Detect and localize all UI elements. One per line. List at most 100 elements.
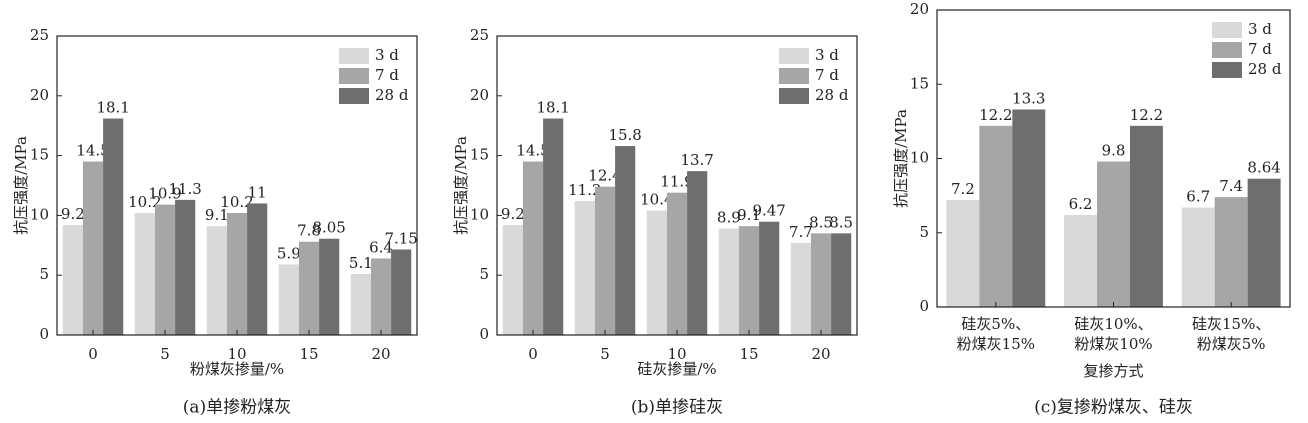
bar <box>759 221 780 335</box>
x-tick-label: 10 <box>667 345 686 363</box>
bar <box>1097 161 1130 307</box>
y-tick-label: 20 <box>910 0 929 18</box>
data-label: 6.7 <box>1186 188 1210 206</box>
data-label: 18.1 <box>96 99 129 117</box>
bar <box>226 213 248 335</box>
data-label: 11.3 <box>168 180 201 198</box>
x-axis-label: 粉煤灰掺量/% <box>190 360 284 378</box>
data-label: 13.7 <box>680 151 713 169</box>
y-tick-label: 20 <box>30 86 49 104</box>
bar <box>687 171 708 335</box>
caption: (a)单掺粉煤灰 <box>183 398 291 418</box>
x-tick-label: 0 <box>88 345 98 363</box>
data-label: 10.4 <box>640 191 673 209</box>
legend-label: 3 d <box>1248 20 1272 38</box>
x-tick-label: 20 <box>811 345 830 363</box>
x-tick-label: 15 <box>299 345 318 363</box>
bar <box>62 224 83 335</box>
bar <box>1012 109 1046 308</box>
x-tick-label: 5 <box>160 345 170 363</box>
bar <box>278 264 299 335</box>
bar <box>103 118 124 335</box>
legend-label: 28 d <box>815 86 849 104</box>
data-label: 10.9 <box>148 185 181 203</box>
bar <box>319 238 340 335</box>
legend-swatch <box>1212 22 1242 38</box>
bar <box>646 210 667 335</box>
bar <box>154 204 176 335</box>
bar <box>134 213 155 335</box>
legend-label: 7 d <box>1248 40 1272 58</box>
legend-swatch <box>339 88 369 104</box>
x-tick-label: 0 <box>528 345 538 363</box>
data-label: 8.64 <box>1247 159 1280 177</box>
bar <box>831 233 852 335</box>
data-label: 8.9 <box>717 209 741 227</box>
legend-swatch <box>779 88 809 104</box>
bar <box>502 224 523 335</box>
x-tick-label: 粉煤灰5% <box>1197 335 1266 353</box>
bar <box>666 192 688 335</box>
data-label: 14.5 <box>76 142 109 160</box>
y-tick-label: 25 <box>470 26 489 44</box>
legend-swatch <box>339 48 369 64</box>
bar <box>615 146 636 335</box>
data-label: 11 <box>248 183 267 201</box>
x-tick-label: 硅灰15%、 <box>1192 315 1270 333</box>
data-label: 11.9 <box>660 173 693 191</box>
data-label: 7.7 <box>789 223 813 241</box>
data-label: 12.2 <box>1130 106 1163 124</box>
legend-label: 28 d <box>375 86 409 104</box>
legend-label: 7 d <box>375 66 399 84</box>
bar <box>391 249 412 335</box>
data-label: 7.15 <box>384 229 417 247</box>
y-tick-label: 5 <box>479 265 489 283</box>
x-axis-label: 硅灰掺量/% <box>637 360 716 378</box>
bar <box>522 161 544 335</box>
bar <box>790 242 811 335</box>
x-tick-label: 15 <box>739 345 758 363</box>
x-tick-label: 粉煤灰15% <box>957 335 1035 353</box>
data-label: 13.3 <box>1012 89 1045 107</box>
bar <box>1247 178 1281 307</box>
legend-swatch <box>1212 62 1242 78</box>
x-tick-label: 粉煤灰10% <box>1074 335 1152 353</box>
subplot: 9.210.29.15.95.114.510.9 10.27.86.418.111… <box>12 26 418 418</box>
data-label: 8.5 <box>809 213 833 231</box>
legend-label: 28 d <box>1248 60 1282 78</box>
bar <box>206 226 227 335</box>
data-label: 9.1 <box>205 206 229 224</box>
data-label: 5.1 <box>349 254 373 272</box>
subplot: 7.26.2 6.712.29.87.413.312.28.6405101520硅… <box>892 0 1291 418</box>
y-tick-label: 15 <box>470 146 489 164</box>
x-tick-label: 20 <box>371 345 390 363</box>
y-tick-label: 10 <box>30 205 49 223</box>
data-label: 15.8 <box>608 126 641 144</box>
bar <box>298 241 320 335</box>
data-label: 7.8 <box>297 222 321 240</box>
bar <box>946 200 980 307</box>
legend-swatch <box>339 68 369 84</box>
data-label: 7.2 <box>951 180 975 198</box>
bar <box>718 228 739 335</box>
y-axis-label: 抗压强度/MPa <box>892 109 910 208</box>
y-tick-label: 0 <box>479 325 489 343</box>
bar <box>738 226 760 335</box>
bar <box>350 274 371 335</box>
y-tick-label: 5 <box>39 265 49 283</box>
caption: (b)单掺硅灰 <box>631 398 723 418</box>
data-label: 11.2 <box>568 181 601 199</box>
legend-label: 7 d <box>815 66 839 84</box>
data-label: 12.2 <box>979 106 1012 124</box>
bar <box>247 203 268 335</box>
data-label: 9.47 <box>752 202 785 220</box>
bar <box>1129 125 1163 307</box>
y-tick-label: 10 <box>910 149 929 167</box>
data-label: 8.05 <box>312 219 345 237</box>
legend-label: 3 d <box>375 46 399 64</box>
caption: (c)复掺粉煤灰、硅灰 <box>1034 398 1193 418</box>
x-tick-label: 硅灰5%、 <box>961 315 1030 333</box>
y-tick-label: 15 <box>30 146 49 164</box>
y-tick-label: 5 <box>919 223 929 241</box>
data-label: 9.1 <box>737 206 761 224</box>
